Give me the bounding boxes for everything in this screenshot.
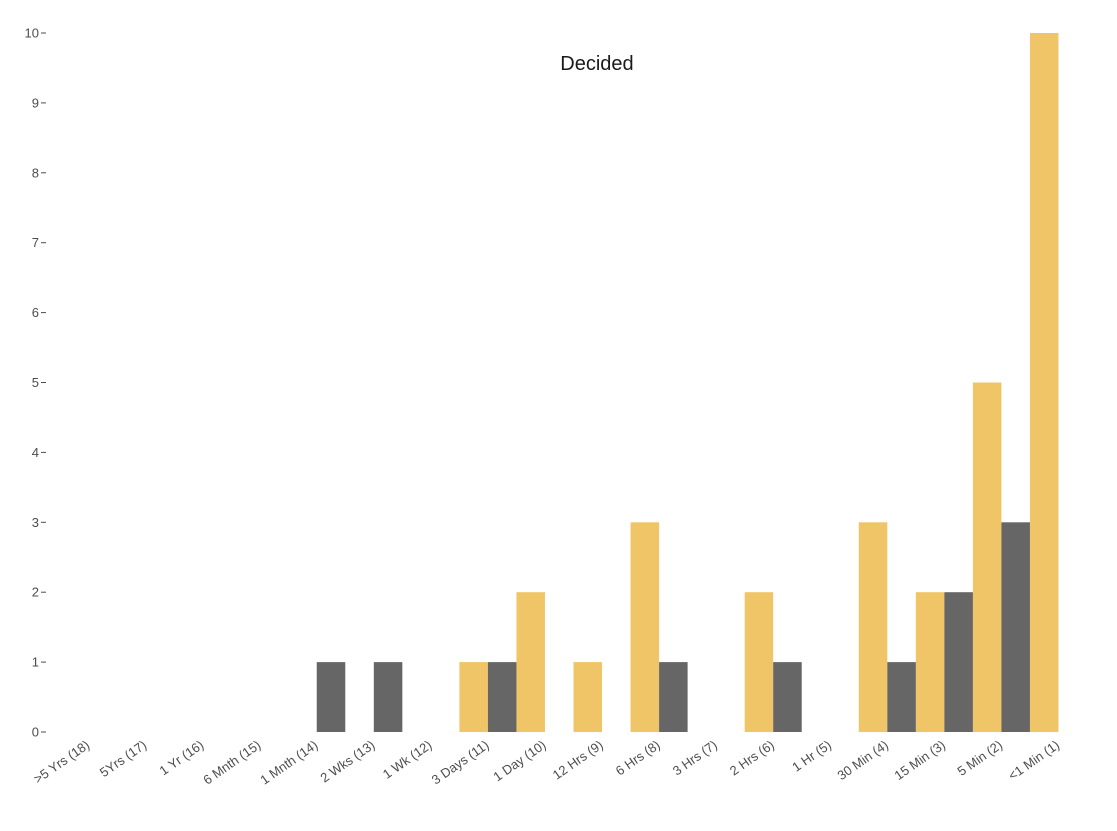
x-tick-label: 1 Day (10) xyxy=(490,737,548,784)
x-tick-label: 12 Hrs (9) xyxy=(550,737,606,782)
bar-series-1 xyxy=(915,592,945,732)
y-tick-label: 6 xyxy=(32,305,39,320)
y-tick-label: 9 xyxy=(32,95,39,110)
y-tick-label: 1 xyxy=(32,655,39,670)
x-tick-label: 6 Hrs (8) xyxy=(613,737,663,778)
x-tick-label: 5Yrs (17) xyxy=(97,737,149,780)
bar-series-2 xyxy=(659,662,688,732)
bar-series-1 xyxy=(858,522,888,732)
bar-series-1 xyxy=(744,592,774,732)
bar-series-2 xyxy=(773,662,802,732)
x-tick-label: 6 Mnth (15) xyxy=(200,737,263,787)
bar-series-1 xyxy=(1029,33,1059,732)
x-tick-label: 2 Wks (13) xyxy=(317,737,377,785)
x-tick-label: 3 Hrs (7) xyxy=(670,737,720,778)
x-tick-label: 2 Hrs (6) xyxy=(727,737,777,778)
chart-title: Decided xyxy=(560,53,633,75)
bar-series-2 xyxy=(1001,522,1030,732)
bar-series-1 xyxy=(972,382,1002,732)
bar-series-1 xyxy=(516,592,545,732)
x-tick-label: <1 Min (1) xyxy=(1005,737,1062,783)
bar-series-2 xyxy=(887,662,916,732)
y-tick-label: 10 xyxy=(25,26,39,41)
y-tick-label: 7 xyxy=(32,235,39,250)
x-axis: >5 Yrs (18) 5Yrs (17) 1 Yr (16)6 Mnth (15)… xyxy=(31,737,1062,787)
y-tick-label: 0 xyxy=(32,725,39,740)
y-tick-label: 8 xyxy=(32,165,39,180)
bar-series-1 xyxy=(573,662,603,732)
bar-series-2 xyxy=(373,662,403,732)
bar-series-2 xyxy=(316,662,346,732)
bars xyxy=(316,33,1059,732)
bar-series-2 xyxy=(944,592,973,732)
y-tick-label: 4 xyxy=(32,445,39,460)
x-tick-label: 3 Days (11) xyxy=(429,737,492,787)
x-tick-label: >5 Yrs (18) xyxy=(31,737,92,786)
x-tick-label: 1 Hr (5) xyxy=(789,737,834,775)
x-tick-label: 5 Min (2) xyxy=(955,737,1006,779)
x-tick-label: 1 Wk (12) xyxy=(380,737,435,782)
y-tick-label: 2 xyxy=(32,585,39,600)
bar-series-1 xyxy=(459,662,488,732)
x-tick-label: 1 Mnth (14) xyxy=(257,737,320,787)
x-tick-label: 15 Min (3) xyxy=(892,737,949,783)
bar-series-2 xyxy=(487,662,517,732)
x-tick-label: 1 Yr (16) xyxy=(157,737,207,778)
x-tick-label: 30 Min (4) xyxy=(834,737,891,783)
y-tick-label: 5 xyxy=(32,375,39,390)
y-tick-label: 3 xyxy=(32,515,39,530)
bar-series-1 xyxy=(630,522,660,732)
y-axis: 0 1 2 3 4 5 6 7 8 9 10 xyxy=(25,26,46,740)
